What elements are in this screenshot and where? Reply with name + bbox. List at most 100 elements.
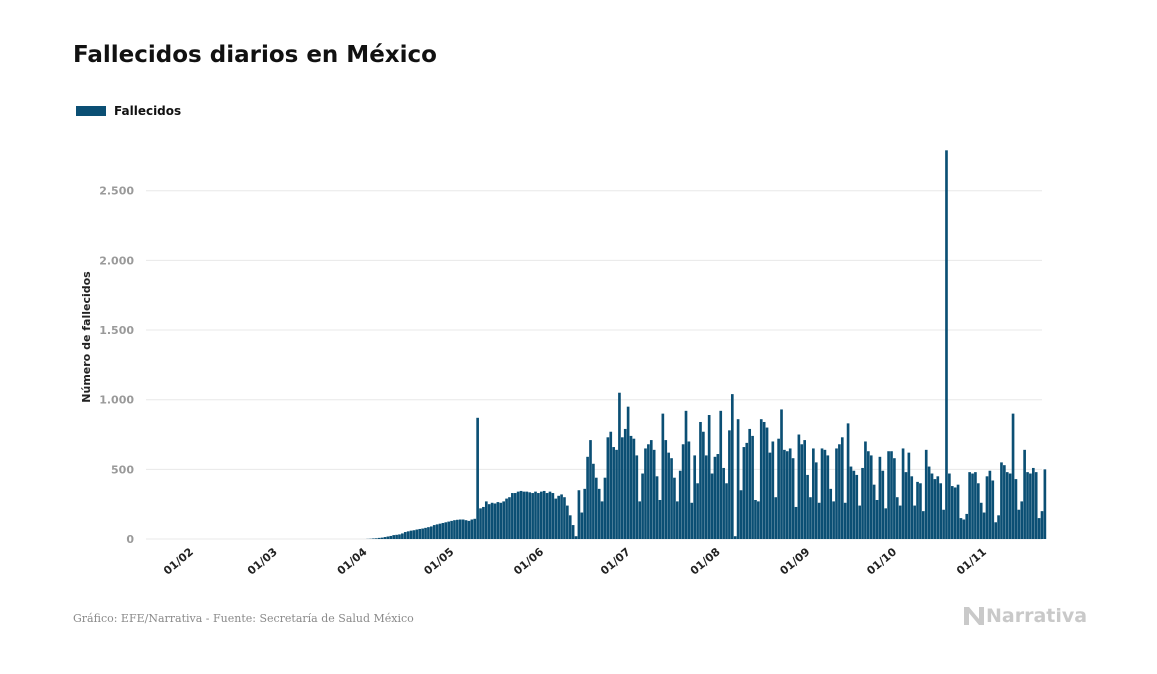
bar [788,448,792,539]
bar [401,533,404,539]
bar [898,505,902,539]
bar [661,413,665,539]
bar [383,537,387,539]
bar [632,438,636,539]
bar [583,488,587,539]
bar [835,448,838,539]
bar [812,448,815,539]
bar [736,419,740,539]
bar [693,455,697,539]
y-tick-label: 0 [126,533,134,546]
bar [985,476,989,539]
bar [652,449,656,539]
bar [493,503,497,539]
bar [580,512,584,539]
bar [858,505,861,539]
bar [713,456,717,539]
bar [542,490,546,539]
bar [722,467,725,539]
bar [600,501,604,539]
bar [427,527,430,539]
bar [826,455,830,539]
bar [803,440,806,539]
bar [748,428,752,539]
brand-name: Narrativa [986,605,1088,627]
bar [638,501,642,539]
bar [1003,465,1006,539]
bar [1034,472,1038,539]
bar [644,448,647,539]
bars [366,150,1047,539]
bar [979,502,983,539]
bar [881,470,885,539]
bar [936,476,940,539]
bar [754,499,757,539]
bar [603,477,607,539]
bar [482,506,485,539]
bar [574,536,578,539]
bar [875,499,879,539]
bar-chart: 0 500 1.000 1.500 2.000 2.500 01/02 01/03 01/04… [80,150,1047,578]
bar [621,437,624,539]
bar [817,502,821,539]
bar [577,490,581,539]
bar [791,458,795,539]
bar [563,497,566,539]
x-tick-label: 01/04 [335,545,370,577]
bar [406,531,410,539]
bar [675,501,679,539]
bar [707,415,711,539]
bar [895,497,899,539]
bar [953,487,957,539]
bar [615,449,618,539]
bar [704,455,708,539]
bar [678,470,682,539]
bar [534,491,537,539]
bar [505,498,508,539]
legend: Fallecidos [76,104,181,118]
bar [716,454,720,539]
y-tick-labels: 0 500 1.000 1.500 2.000 2.500 [99,185,134,546]
bar [846,423,850,539]
y-tick-label: 2.500 [99,185,134,198]
bar [372,538,375,539]
bar [421,528,424,539]
bar [864,441,867,539]
bar [1040,511,1044,539]
bar [768,452,772,539]
bar [968,472,971,539]
bar [785,451,789,539]
bar [429,526,433,539]
bar [398,534,401,539]
bar [699,421,702,539]
bar [1014,479,1018,539]
bar [809,497,812,539]
x-tick-label: 01/02 [161,545,196,577]
bar [528,492,532,539]
bar [783,449,786,539]
narrativa-n-icon [964,607,984,625]
bar [597,488,601,539]
bar [467,520,471,539]
x-tick-label: 01/03 [245,545,280,577]
bar [933,479,937,539]
bar [560,494,563,539]
bar [948,473,951,539]
bar [702,431,705,539]
bar [1000,462,1003,539]
bar [855,474,859,539]
bar [690,502,694,539]
bar [667,452,670,539]
bar [745,442,749,539]
bar [861,467,864,539]
bar [893,458,896,539]
bar [942,509,945,539]
bar [852,470,856,539]
bar [537,493,540,539]
bar [962,519,966,539]
bar [664,440,668,539]
bar [994,522,998,539]
bar [609,431,613,539]
bar [687,441,691,539]
bar [774,497,778,539]
